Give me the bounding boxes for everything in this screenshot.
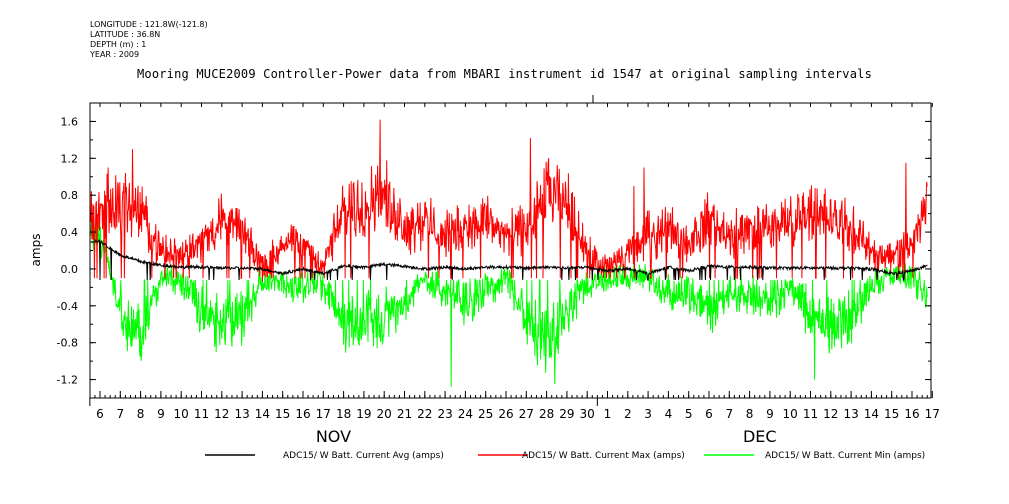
x-tick-label: 21 [397, 407, 412, 421]
x-tick-label: 18 [336, 407, 351, 421]
x-tick-label: 17 [316, 407, 331, 421]
year-text: YEAR : 2009 [90, 50, 140, 59]
legend-label: ADC15/ W Batt. Current Avg (amps) [283, 451, 444, 461]
longitude-text: LONGITUDE : 121.8W(-121.8) [90, 20, 208, 29]
series-line-min [90, 216, 928, 387]
x-tick-label: 11 [803, 407, 818, 421]
y-axis-label: amps [29, 234, 43, 267]
x-tick-label: 23 [437, 407, 452, 421]
month-label: DEC [743, 427, 777, 446]
x-tick-label: 11 [194, 407, 209, 421]
x-tick-label: 6 [705, 407, 713, 421]
x-tick-label: 12 [823, 407, 838, 421]
x-tick-label: 29 [559, 407, 574, 421]
x-tick-label: 14 [255, 407, 270, 421]
x-tick-label: 7 [116, 407, 124, 421]
x-tick-label: 12 [214, 407, 229, 421]
x-tick-label: 3 [644, 407, 652, 421]
y-tick-label: 0.4 [61, 226, 79, 239]
series-line-avg [90, 239, 928, 281]
x-tick-label: 30 [580, 407, 595, 421]
x-tick-label: 8 [137, 407, 145, 421]
x-tick-label: 15 [275, 407, 290, 421]
legend: ADC15/ W Batt. Current Avg (amps) ADC15/ … [205, 451, 925, 461]
y-tick-label: -0.4 [57, 300, 78, 313]
x-tick-label: 7 [725, 407, 733, 421]
x-tick-label: 6 [96, 407, 104, 421]
legend-label: ADC15/ W Batt. Current Max (amps) [522, 451, 685, 461]
x-tick-label: 15 [884, 407, 899, 421]
x-tick-label: 16 [904, 407, 919, 421]
x-tick-label: 26 [498, 407, 513, 421]
x-tick-label: 14 [864, 407, 879, 421]
x-tick-label: 9 [157, 407, 165, 421]
y-tick-label: 1.2 [61, 152, 79, 165]
x-tick-label: 17 [925, 407, 940, 421]
x-tick-label: 10 [783, 407, 798, 421]
y-tick-label: 1.6 [61, 115, 79, 128]
x-tick-label: 25 [478, 407, 493, 421]
depth-text: DEPTH (m) : 1 [90, 40, 147, 49]
series-layer [90, 119, 928, 387]
chart-title: Mooring MUCE2009 Controller-Power data f… [136, 67, 873, 81]
x-tick-label: 13 [234, 407, 249, 421]
month-label: NOV [316, 427, 351, 446]
x-tick-label: 1 [604, 407, 612, 421]
x-tick-label: 27 [519, 407, 534, 421]
location-metadata: LONGITUDE : 121.8W(-121.8) LATITUDE : 36… [90, 20, 208, 60]
x-tick-label: 16 [295, 407, 310, 421]
series-line-max [90, 119, 928, 282]
y-tick-label: 0.8 [61, 189, 79, 202]
x-tick-label: 4 [665, 407, 673, 421]
y-tick-label: 0.0 [61, 263, 79, 276]
x-tick-label: 8 [746, 407, 754, 421]
x-tick-label: 9 [766, 407, 774, 421]
x-tick-label: 28 [539, 407, 554, 421]
x-tick-label: 20 [377, 407, 392, 421]
x-tick-label: 22 [417, 407, 432, 421]
x-tick-label: 2 [624, 407, 632, 421]
latitude-text: LATITUDE : 36.8N [90, 30, 161, 39]
x-tick-label: 10 [174, 407, 189, 421]
x-tick-label: 5 [685, 407, 693, 421]
x-tick-label: 19 [356, 407, 371, 421]
legend-label: ADC15/ W Batt. Current Min (amps) [765, 451, 925, 461]
x-tick-label: 13 [843, 407, 858, 421]
axes-layer: -1.2-0.8-0.40.00.40.81.21.66 7 8 9 10 11 12 13 1… [57, 95, 940, 446]
plot-frame [89, 102, 932, 399]
y-tick-label: -0.8 [57, 337, 78, 350]
y-tick-label: -1.2 [57, 374, 78, 387]
x-tick-label: 24 [458, 407, 473, 421]
